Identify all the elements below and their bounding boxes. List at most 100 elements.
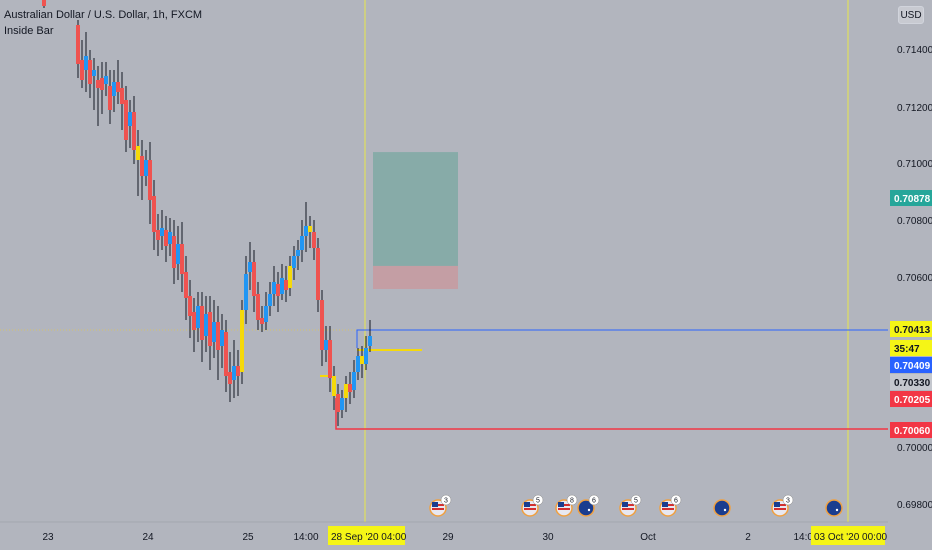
australia-flag-icon[interactable] bbox=[713, 499, 731, 517]
candle-body[interactable] bbox=[84, 56, 88, 70]
candle-body[interactable] bbox=[136, 146, 140, 160]
event-marker[interactable]: 3 bbox=[771, 494, 794, 517]
candle-body[interactable] bbox=[160, 228, 164, 236]
candle-body[interactable] bbox=[348, 384, 352, 392]
event-marker[interactable]: 3 bbox=[429, 494, 452, 517]
event-marker[interactable] bbox=[825, 499, 843, 517]
candle-body[interactable] bbox=[260, 318, 264, 324]
candle-body[interactable] bbox=[120, 88, 124, 104]
event-marker[interactable]: 5 bbox=[521, 494, 544, 517]
candle-body[interactable] bbox=[212, 322, 216, 342]
symbol-title[interactable]: Australian Dollar / U.S. Dollar, 1h, FXC… bbox=[4, 9, 203, 21]
candle-body[interactable] bbox=[280, 278, 284, 294]
candle-body[interactable] bbox=[100, 78, 104, 90]
candle-body[interactable] bbox=[104, 76, 108, 84]
candle-body[interactable] bbox=[220, 330, 224, 346]
candle-body[interactable] bbox=[188, 296, 192, 316]
candle-body[interactable] bbox=[244, 274, 248, 310]
candle-body[interactable] bbox=[144, 160, 148, 176]
candle-body[interactable] bbox=[336, 394, 340, 412]
candle-body[interactable] bbox=[88, 60, 92, 84]
low-line-price-badge[interactable]: 0.70060 bbox=[890, 422, 932, 438]
australia-flag-icon[interactable] bbox=[577, 499, 595, 517]
candle-body[interactable] bbox=[208, 312, 212, 346]
candle-body[interactable] bbox=[240, 310, 244, 372]
candle-body[interactable] bbox=[344, 384, 348, 398]
take-profit-price-badge[interactable]: 0.70878 bbox=[890, 190, 932, 206]
event-marker[interactable]: 6 bbox=[577, 494, 600, 517]
candle-body[interactable] bbox=[352, 372, 356, 390]
candle-body[interactable] bbox=[356, 356, 360, 372]
candle-body[interactable] bbox=[304, 226, 308, 236]
candle-body[interactable] bbox=[216, 322, 220, 350]
low-level-line[interactable] bbox=[335, 398, 888, 430]
candle-body[interactable] bbox=[112, 82, 116, 96]
candle-body[interactable] bbox=[200, 306, 204, 340]
candle-body[interactable] bbox=[192, 312, 196, 330]
candle-body[interactable] bbox=[180, 244, 184, 274]
candle-body[interactable] bbox=[288, 266, 292, 288]
candle-body[interactable] bbox=[312, 232, 316, 248]
target-zone[interactable] bbox=[373, 152, 458, 266]
candle-body[interactable] bbox=[42, 0, 46, 6]
event-marker[interactable]: 6 bbox=[659, 494, 682, 517]
candle-body[interactable] bbox=[364, 348, 368, 364]
indicator-label[interactable]: Inside Bar bbox=[4, 25, 54, 37]
candle-body[interactable] bbox=[292, 256, 296, 268]
candle-body[interactable] bbox=[96, 80, 100, 88]
candle-body[interactable] bbox=[308, 226, 312, 232]
last-price-badge[interactable]: 0.70409 bbox=[890, 357, 932, 373]
crosshair-price-badge[interactable]: 0.70330 bbox=[890, 374, 932, 390]
candle-body[interactable] bbox=[328, 340, 332, 378]
stop-zone[interactable] bbox=[373, 265, 458, 290]
candle-body[interactable] bbox=[164, 230, 168, 246]
candle-body[interactable] bbox=[132, 112, 136, 150]
candle-body[interactable] bbox=[128, 112, 132, 126]
candle-body[interactable] bbox=[168, 232, 172, 244]
candle-body[interactable] bbox=[360, 356, 364, 364]
candle-body[interactable] bbox=[224, 332, 228, 376]
candle-body[interactable] bbox=[156, 230, 160, 240]
event-marker[interactable] bbox=[713, 499, 731, 517]
candle-body[interactable] bbox=[228, 372, 232, 384]
candle-body[interactable] bbox=[176, 244, 180, 264]
candle-body[interactable] bbox=[232, 366, 236, 380]
candle-body[interactable] bbox=[252, 262, 256, 296]
candle-body[interactable] bbox=[140, 156, 144, 176]
candle-body[interactable] bbox=[248, 262, 252, 272]
entry-price-badge[interactable]: 0.70413 bbox=[890, 321, 932, 337]
candle-body[interactable] bbox=[276, 284, 280, 296]
stop-loss-badge[interactable]: 0.70205 bbox=[890, 391, 932, 407]
candle-body[interactable] bbox=[196, 306, 200, 328]
event-marker[interactable]: 8 bbox=[555, 494, 578, 517]
candle-body[interactable] bbox=[264, 306, 268, 322]
candle-body[interactable] bbox=[76, 25, 80, 64]
candle-body[interactable] bbox=[92, 70, 96, 76]
candle-body[interactable] bbox=[124, 100, 128, 140]
candle-body[interactable] bbox=[320, 300, 324, 350]
candle-body[interactable] bbox=[324, 340, 328, 350]
candle-body[interactable] bbox=[340, 398, 344, 410]
candle-body[interactable] bbox=[236, 366, 240, 376]
candle-body[interactable] bbox=[332, 376, 336, 396]
candle-body[interactable] bbox=[184, 272, 188, 298]
candle-body[interactable] bbox=[272, 282, 276, 294]
candle-body[interactable] bbox=[368, 336, 372, 346]
currency-button[interactable]: USD bbox=[898, 6, 924, 24]
candle-body[interactable] bbox=[256, 294, 260, 320]
candle-body[interactable] bbox=[296, 250, 300, 256]
candle-body[interactable] bbox=[316, 248, 320, 300]
candle-body[interactable] bbox=[284, 280, 288, 290]
countdown-badge[interactable]: 35:47 bbox=[890, 340, 932, 356]
candle-body[interactable] bbox=[148, 160, 152, 200]
time-highlight-badge[interactable]: 03 Oct '20 00:00 bbox=[811, 526, 888, 545]
entry-line[interactable] bbox=[356, 329, 888, 348]
candle-body[interactable] bbox=[300, 236, 304, 250]
australia-flag-icon[interactable] bbox=[825, 499, 843, 517]
event-marker[interactable]: 5 bbox=[619, 494, 642, 517]
candle-body[interactable] bbox=[116, 82, 120, 92]
candle-body[interactable] bbox=[152, 196, 156, 232]
candle-body[interactable] bbox=[268, 294, 272, 306]
